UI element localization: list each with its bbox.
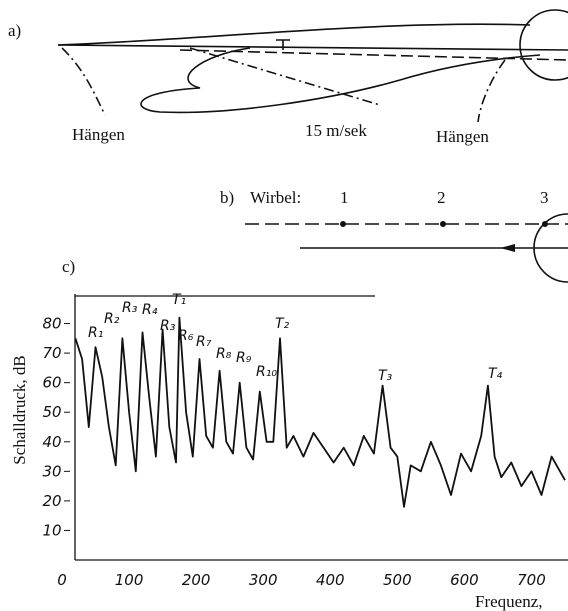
y-axis-label: Schalldruck, dB [10,355,29,465]
vortex-label: 3 [540,188,549,207]
vortex-label: 1 [340,188,349,207]
spectrum-line [74,316,566,508]
peak-label: R₁ [88,325,103,341]
y-tick-label: 40 [42,433,61,451]
peak-label: R₇ [196,334,212,350]
y-tick-label: 20 [42,492,61,510]
y-tick-label: 80 [42,315,61,333]
peak-label: R₁₀ [256,364,277,380]
y-tick-label: 10 [42,521,61,539]
x-tick-label: 300 [249,571,278,589]
peak-label: T₃ [378,368,393,384]
x-tick-label: 600 [450,571,479,589]
peak-label: T₂ [275,316,290,332]
peak-label: R₃ [160,318,176,334]
peak-label: R₂ [104,311,120,327]
x-tick-label: 700 [517,571,546,589]
panel-label: b) [220,188,234,207]
panel-label: c) [62,257,75,276]
peak-label: R₄ [142,302,158,318]
peak-label: R₃ [122,300,138,316]
vortex-diagram [245,213,568,283]
peak-label: R₈ [216,346,232,362]
x-tick-label: 400 [316,571,345,589]
x-axis-label: Frequenz, [475,592,543,611]
x-tick-label: 200 [182,571,211,589]
y-tick-label: 30 [42,462,61,480]
x-tick-label: 500 [383,571,412,589]
annotation: 15 m/sek [305,121,367,140]
x-tick-label: 0 [57,571,67,589]
peak-label: T₄ [488,366,503,382]
peak-label: R₆ [178,328,194,344]
peak-label: T₁ [172,292,186,308]
spectrum-chart: 10 20 30 40 50 60 70 80 0 100 200 300 400 500 600 700 R₁… [42,292,568,589]
flight-paths [57,9,568,123]
annotation: Hängen [436,127,489,146]
peak-label: R₉ [236,350,252,366]
y-tick-label: 50 [42,403,61,421]
annotation: Hängen [72,125,125,144]
panel-title: Wirbel: [250,188,301,207]
y-tick-label: 60 [42,374,61,392]
panel-label: a) [8,21,21,40]
y-tick-label: 70 [42,344,61,362]
vortex-label: 2 [437,188,446,207]
x-tick-label: 100 [115,571,144,589]
